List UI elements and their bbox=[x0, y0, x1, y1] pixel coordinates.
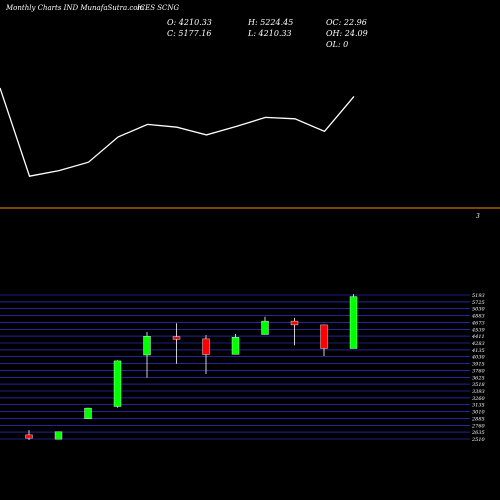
candle-body bbox=[349, 296, 358, 349]
price-axis-labels: 5193572550304883467345394411428341354030… bbox=[471, 293, 486, 443]
price-tick-label: 3518 bbox=[472, 382, 485, 388]
lower-panel-label: 3 bbox=[476, 213, 480, 220]
price-tick-label: 2885 bbox=[471, 416, 485, 422]
candle-body bbox=[84, 407, 92, 420]
candle-body bbox=[25, 434, 33, 439]
close-value: C: 5177.16 bbox=[167, 29, 212, 38]
ol-value: OL: 0 bbox=[326, 40, 349, 49]
candle-body bbox=[261, 320, 269, 335]
candle-body bbox=[113, 360, 122, 407]
price-tick-label: 4539 bbox=[471, 327, 486, 333]
price-line bbox=[0, 87, 355, 177]
price-tick-label: 4283 bbox=[471, 341, 485, 347]
high-value: H: 5224.45 bbox=[248, 18, 294, 27]
price-tick-label: 3760 bbox=[472, 368, 486, 374]
low-value: L: 4210.33 bbox=[248, 29, 292, 38]
candle-body bbox=[54, 431, 63, 440]
price-tick-label: 2510 bbox=[471, 437, 486, 443]
price-tick-label: 4030 bbox=[471, 355, 486, 361]
candle-body bbox=[143, 336, 151, 356]
price-grid bbox=[0, 294, 470, 440]
candle-body bbox=[172, 336, 181, 340]
price-tick-label: 3010 bbox=[472, 410, 486, 416]
candle-body bbox=[202, 338, 210, 355]
price-tick-label: 4883 bbox=[471, 314, 485, 320]
price-tick-label: 3915 bbox=[472, 362, 485, 368]
price-tick-label: 5725 bbox=[472, 300, 485, 306]
price-tick-label: 2635 bbox=[471, 430, 485, 436]
open-value: O: 4210.33 bbox=[167, 18, 212, 27]
price-tick-label: 5193 bbox=[472, 293, 485, 299]
price-tick-label: 4673 bbox=[471, 320, 485, 326]
symbol-label: ICES SCNG bbox=[137, 4, 180, 12]
candle-body bbox=[231, 337, 240, 355]
price-tick-label: 4411 bbox=[471, 334, 485, 340]
oc-value: OC: 22.96 bbox=[326, 18, 367, 27]
price-tick-label: 3625 bbox=[472, 375, 485, 381]
price-tick-label: 3393 bbox=[472, 389, 485, 395]
candle-body bbox=[320, 324, 328, 349]
chart-source-title: Monthly Charts IND MunafaSutra.com bbox=[6, 4, 145, 12]
oh-value: OH: 24.09 bbox=[326, 29, 368, 38]
candlestick-series bbox=[25, 294, 358, 440]
price-tick-label: 2760 bbox=[471, 423, 486, 429]
candle-body bbox=[290, 320, 299, 326]
price-tick-label: 5030 bbox=[472, 307, 486, 313]
price-tick-label: 3135 bbox=[472, 403, 485, 409]
price-tick-label: 3260 bbox=[472, 396, 486, 402]
line-chart-panel bbox=[0, 87, 355, 177]
price-tick-label: 4135 bbox=[471, 348, 485, 354]
